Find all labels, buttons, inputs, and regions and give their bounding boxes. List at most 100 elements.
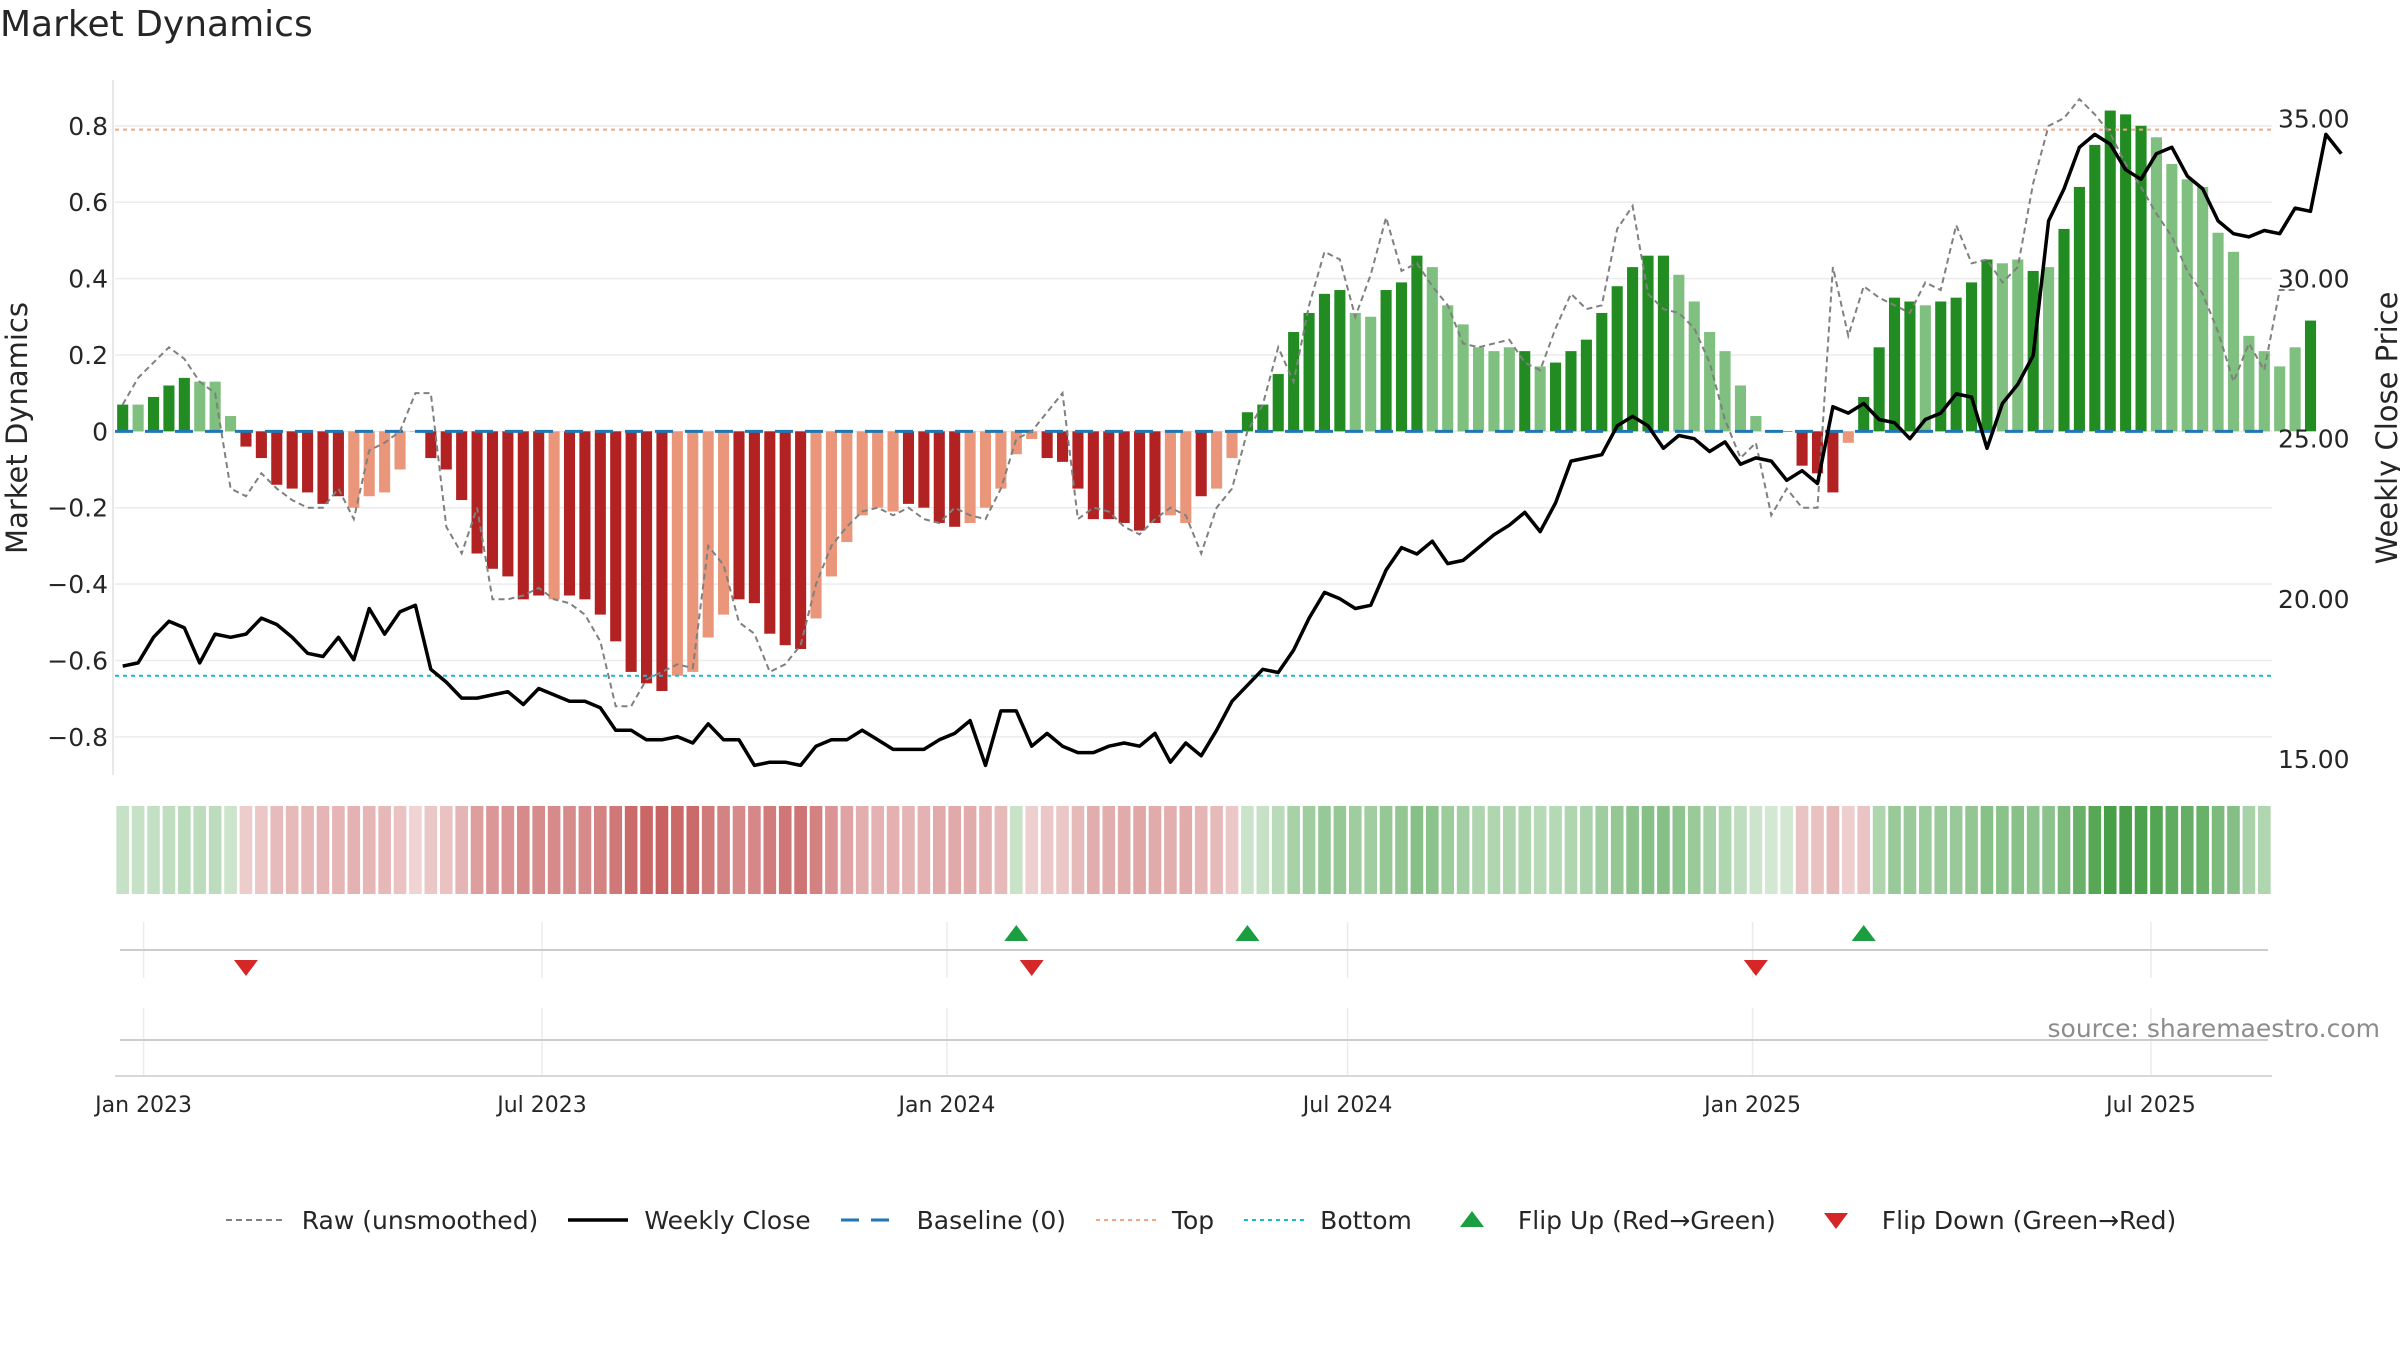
regime-cell [1857, 806, 1871, 894]
regime-cell [1518, 806, 1532, 894]
dynamics-bar [2089, 144, 2101, 432]
regime-cell [1071, 806, 1085, 894]
regime-cell [1241, 806, 1254, 894]
dynamics-bar [1688, 301, 1700, 432]
regime-cell [1610, 806, 1624, 894]
regime-cell [501, 806, 515, 894]
regime-cell [316, 806, 330, 894]
legend-label: Weekly Close [644, 1205, 811, 1235]
regime-cell [224, 806, 237, 894]
dynamics-bar [2073, 186, 2085, 432]
dynamics-bar [841, 431, 853, 543]
regime-cell [193, 806, 207, 894]
dynamics-bar [302, 431, 314, 493]
regime-cell [2119, 806, 2132, 894]
dynamics-bar [1365, 316, 1377, 432]
regime-cell [1333, 806, 1347, 894]
x-tick-label: Jan 2023 [93, 1093, 192, 1118]
regime-cell [809, 806, 823, 894]
regime-cell [2150, 806, 2163, 894]
regime-cell [963, 806, 977, 894]
regime-cell [532, 806, 546, 894]
dynamics-bar [933, 431, 945, 523]
dynamics-bar [887, 431, 899, 512]
dynamics-bar [1010, 431, 1022, 455]
dynamics-bar [579, 431, 591, 600]
dynamics-bar [748, 431, 760, 604]
dynamics-bar [1195, 431, 1207, 497]
dynamics-bar [1041, 431, 1053, 459]
dynamics-bar [486, 431, 499, 569]
regime-cell [470, 806, 484, 894]
regime-cell [1903, 806, 1917, 894]
dynamics-bar [1673, 274, 1685, 432]
regime-cell [362, 806, 376, 894]
regime-cell [594, 806, 607, 894]
legend-label: Bottom [1320, 1205, 1412, 1235]
dynamics-bar [2120, 114, 2132, 432]
dynamics-bar [2150, 137, 2162, 432]
dynamics-bar [1457, 324, 1469, 432]
regime-cell [1919, 806, 1932, 894]
dynamics-bar [117, 404, 129, 432]
source-label: source: sharemaestro.com [2047, 1014, 2381, 1043]
flip-down-marker [1743, 960, 1768, 976]
grid-layer [115, 125, 2272, 1075]
dynamics-bar [810, 431, 822, 619]
dynamics-bar [1842, 431, 1854, 443]
dynamics-bar [1488, 351, 1500, 432]
regime-cell [1826, 806, 1840, 894]
dynamics-bar [209, 381, 221, 432]
legend-label: Top [1171, 1205, 1215, 1235]
dotted-cyan-line-icon [1242, 1205, 1306, 1235]
regime-cell [393, 806, 407, 894]
dynamics-bar [1734, 385, 1747, 432]
regime-cell [2211, 806, 2225, 894]
dynamics-bar [1873, 347, 1885, 432]
dynamics-bar [687, 431, 699, 672]
regime-cell [239, 806, 253, 894]
dynamics-bar [1611, 286, 1623, 432]
dynamics-bar [225, 416, 237, 432]
regime-cell [855, 806, 869, 894]
dynamics-bar [1580, 339, 1592, 432]
dynamics-bar [1349, 312, 1361, 432]
y-tick-left: −0.6 [47, 646, 108, 675]
regime-cell [301, 806, 314, 894]
dynamics-bar [856, 431, 868, 516]
regime-cell [1410, 806, 1424, 894]
dynamics-bar [1904, 301, 1916, 432]
regime-cell [1040, 806, 1054, 894]
regime-cell [1888, 806, 1901, 894]
dynamics-bar [1550, 362, 1562, 432]
dynamics-bar [2227, 251, 2240, 432]
regime-cell [1133, 806, 1146, 894]
dynamics-bar [2135, 125, 2147, 432]
legend-label: Baseline (0) [916, 1205, 1066, 1235]
regime-cell [1811, 806, 1824, 894]
legend-item-raw: Raw (unsmoothed) [224, 1205, 538, 1235]
regime-cell [979, 806, 992, 894]
regime-cell [1256, 806, 1270, 894]
regime-cell [2042, 806, 2055, 894]
regime-cell [1379, 806, 1393, 894]
legend-label: Flip Down (Green→Red) [1881, 1205, 2177, 1235]
dynamics-bar [363, 431, 375, 497]
dynamics-bar [1380, 290, 1392, 432]
dynamics-bar [2243, 335, 2255, 432]
dynamics-bar [440, 431, 452, 470]
dynamics-bar [1149, 431, 1161, 523]
regime-cell [2103, 806, 2117, 894]
regime-cell [439, 806, 453, 894]
dynamics-bar [594, 431, 606, 615]
axis-layer: −0.8 −0.6 −0.4 −0.2 0 0.2 0.4 0.6 0.8 15.00 20.00 2… [0, 80, 2400, 1118]
dynamics-bar [394, 431, 406, 470]
regime-cell [1749, 806, 1763, 894]
regime-cell [332, 806, 345, 894]
raw-line [121, 97, 2296, 708]
dynamics-bar [1935, 301, 1947, 432]
regime-cell [2180, 806, 2194, 894]
regime-cell [763, 806, 777, 894]
regime-cell [1117, 806, 1131, 894]
